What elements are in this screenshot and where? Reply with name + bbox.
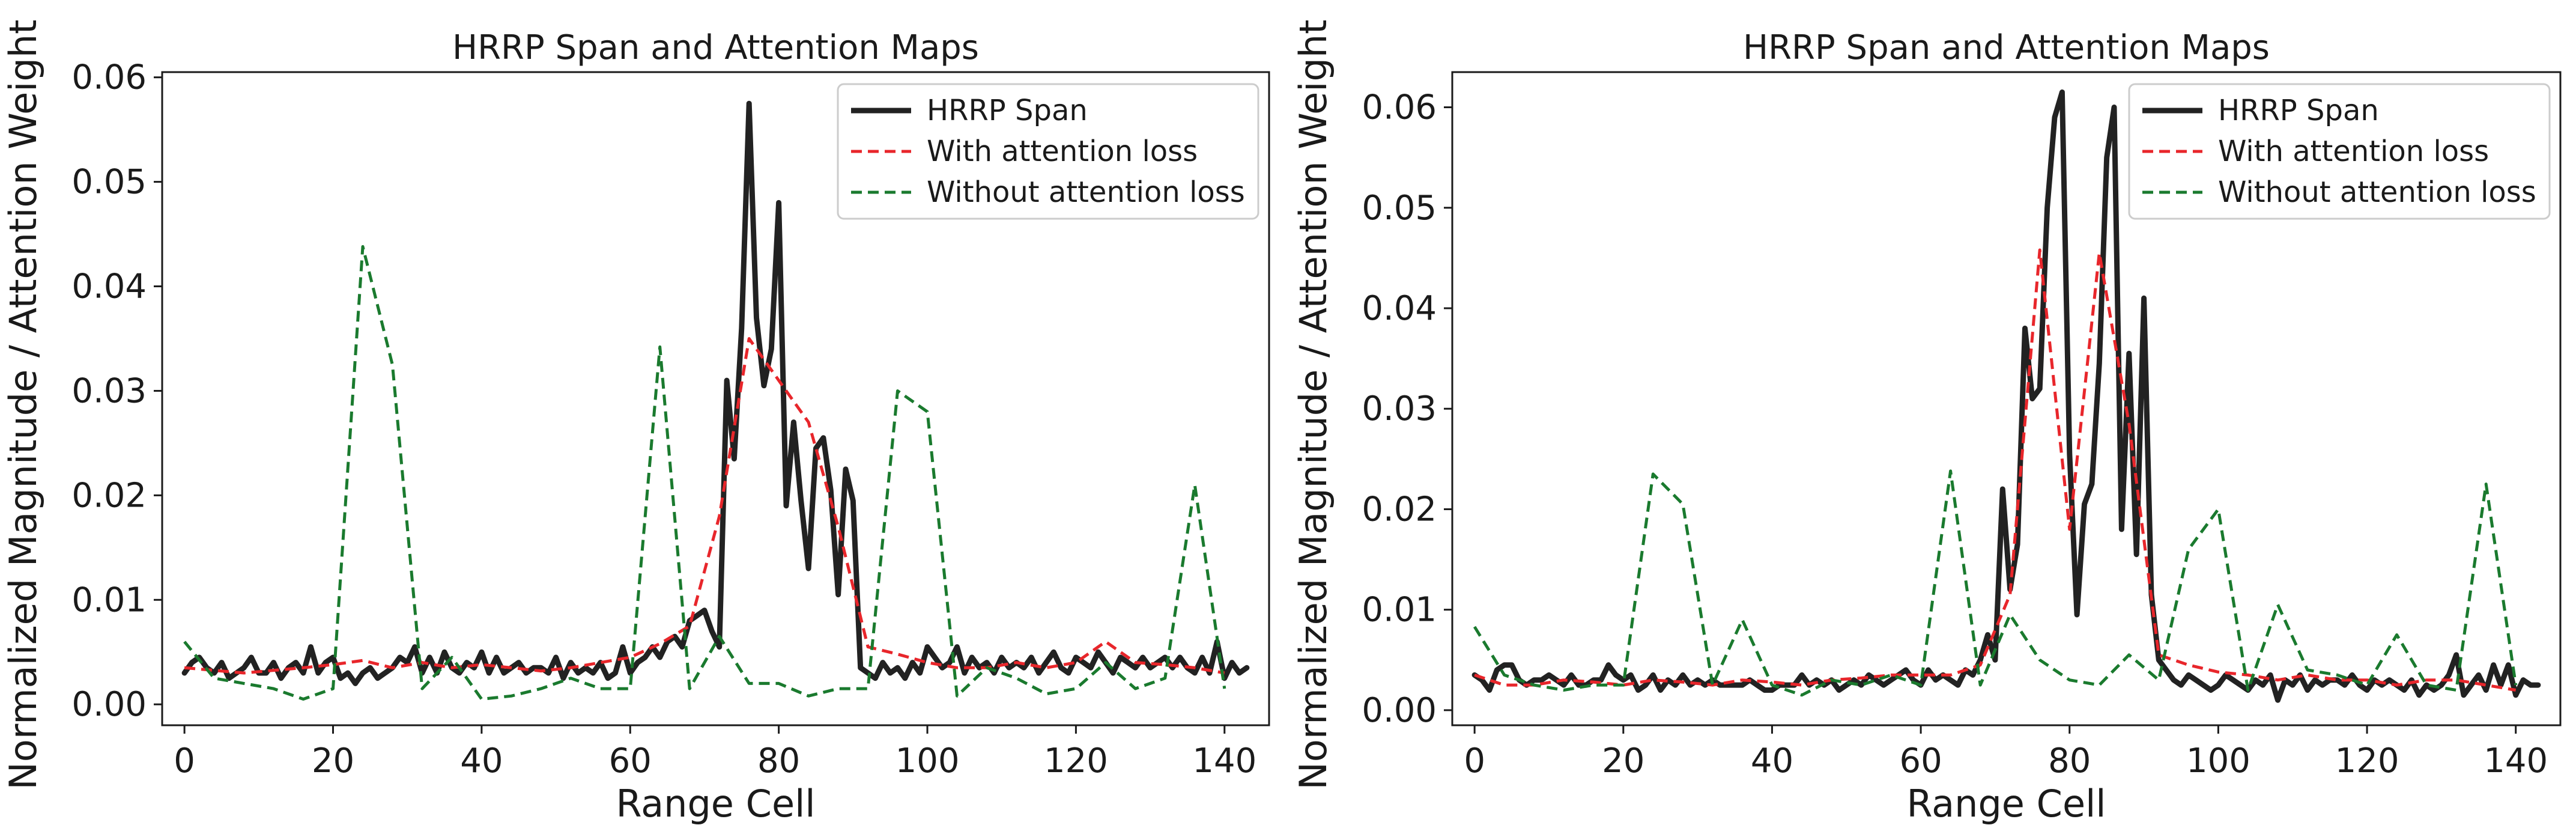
y-axis-label: Normalized Magnitude / Attention Weight	[1, 20, 45, 790]
x-tick-label: 20	[312, 741, 354, 781]
y-tick-label: 0.04	[1362, 289, 1437, 328]
chart-title: HRRP Span and Attention Maps	[1743, 28, 2270, 67]
x-tick-label: 80	[757, 741, 800, 781]
legend-box	[837, 83, 1259, 220]
x-tick-label: 0	[1464, 741, 1485, 781]
y-tick-label: 0.05	[1362, 189, 1437, 228]
legend-entry: With attention loss	[927, 135, 1198, 168]
y-tick-label: 0.01	[1362, 591, 1437, 630]
legend-entry: Without attention loss	[927, 175, 1245, 209]
x-tick-label: 120	[1044, 741, 1108, 781]
x-tick-label: 60	[1899, 741, 1942, 781]
x-tick-label: 100	[2186, 741, 2250, 781]
y-tick-label: 0.00	[71, 685, 147, 724]
legend-entry: HRRP Span	[927, 94, 1088, 127]
y-tick-label: 0.05	[71, 163, 147, 202]
y-tick-label: 0.00	[1362, 691, 1437, 730]
x-tick-label: 0	[174, 741, 195, 781]
series-line-with-attention-loss	[1474, 248, 2517, 692]
series-line-without-attention-loss	[1473, 469, 2518, 697]
x-axis-label: Range Cell	[1906, 782, 2106, 826]
chart-left: HRRP Span and Attention Maps 0 20 40 60 80 100…	[1, 20, 1270, 826]
y-tick-label: 0.02	[71, 476, 147, 515]
x-tick-label: 40	[460, 741, 503, 781]
y-tick-label: 0.01	[71, 580, 147, 619]
x-tick-label: 100	[896, 741, 960, 781]
y-tick-label: 0.06	[71, 58, 147, 97]
x-axis-label: Range Cell	[616, 782, 815, 826]
series-line-without-attention-loss	[183, 245, 1226, 701]
x-tick-label: 40	[1751, 741, 1793, 781]
series-line-hrrp-span	[1471, 89, 2541, 703]
plot-area-frame	[161, 71, 1270, 726]
x-tick-label: 140	[2484, 741, 2548, 781]
legend: HRRP Span With attention loss Without atte…	[2128, 83, 2551, 220]
series-line-hrrp-span	[181, 100, 1250, 686]
legend-entry: HRRP Span	[2218, 94, 2379, 127]
y-tick-label: 0.02	[1362, 490, 1437, 529]
legend: HRRP Span With attention loss Without atte…	[837, 83, 1259, 220]
series-line-with-attention-loss	[184, 337, 1225, 675]
chart-title: HRRP Span and Attention Maps	[452, 28, 979, 67]
x-tick-label: 60	[609, 741, 652, 781]
chart-right: HRRP Span and Attention Maps 0 20 40 60 80 100…	[1291, 20, 2562, 826]
legend-entry: Without attention loss	[2218, 175, 2536, 209]
legend-box	[2128, 83, 2551, 220]
legend-entry: With attention loss	[2218, 135, 2489, 168]
x-tick-label: 140	[1192, 741, 1256, 781]
y-tick-label: 0.03	[1362, 389, 1437, 428]
y-axis-label: Normalized Magnitude / Attention Weight	[1291, 20, 1335, 790]
y-tick-label: 0.03	[71, 371, 147, 410]
y-tick-label: 0.04	[71, 267, 147, 306]
plot-area-frame	[1451, 71, 2562, 726]
x-tick-label: 80	[2048, 741, 2091, 781]
x-tick-label: 20	[1602, 741, 1644, 781]
x-tick-label: 120	[2335, 741, 2399, 781]
y-tick-label: 0.06	[1362, 88, 1437, 127]
